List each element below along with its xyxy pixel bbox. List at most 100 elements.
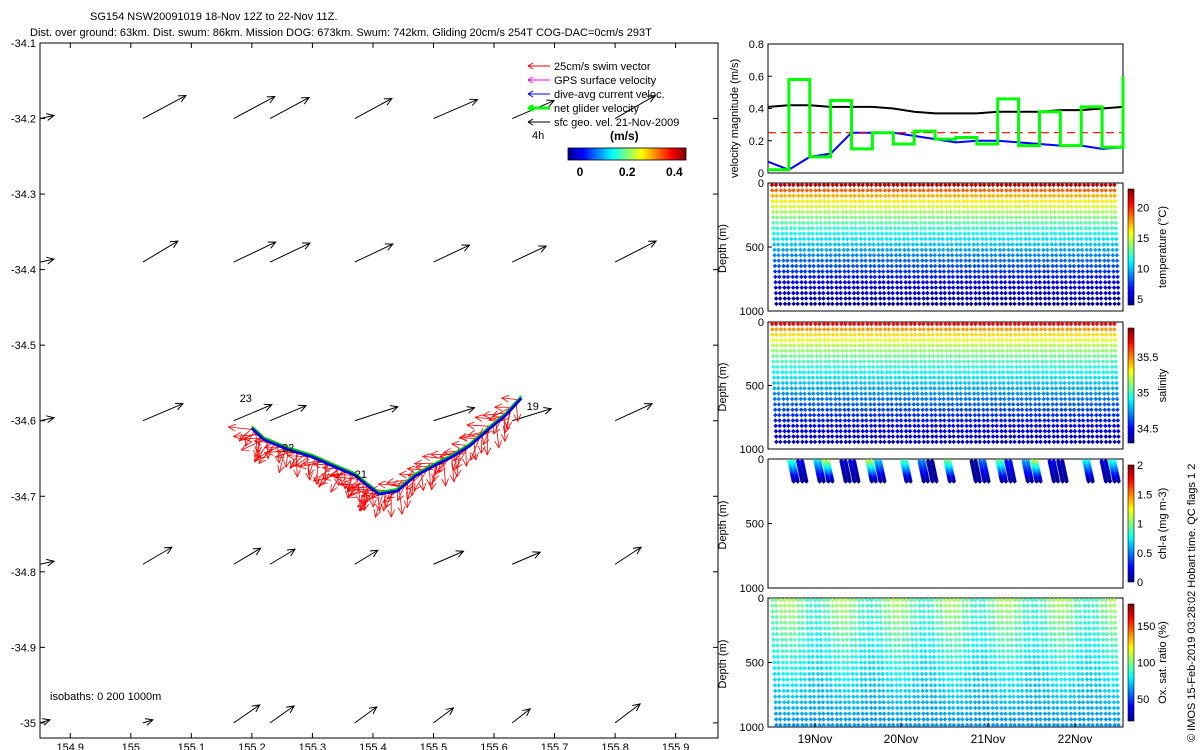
arrow-shaft [294,455,310,467]
colorbar-label: chl-a (mg m-3) [1157,488,1169,560]
profile-point [799,290,805,296]
arrow-head [361,491,371,500]
arrow-shaft [142,240,179,263]
profile-point [793,258,799,263]
arrow-head [449,474,458,483]
profile-point [804,301,809,307]
colorbar-label: salinity [1157,368,1169,402]
colorbar-tick-label: 0.5 [1137,548,1152,560]
profile-point [772,269,778,274]
profile-point [903,290,909,296]
profile-point [773,296,779,301]
arrow-shaft [306,455,311,481]
profile-point [912,290,918,296]
profile-point [816,269,821,274]
day-label: 23 [240,393,252,405]
arrow-head [382,494,392,503]
arrow-shaft [511,551,541,565]
legend-label: 25cm/s swim vector [554,61,651,73]
swim-vector-arrow [397,489,406,516]
arrow-head [482,410,491,419]
arrow-head [318,479,326,489]
arrow-head [252,547,262,556]
profile-point [834,290,839,296]
profile-point [889,274,895,280]
colorbar-tick-label: 34.5 [1137,424,1158,436]
profile-point [907,285,913,290]
sfc-velocity-arrow [269,404,308,422]
arrow-shaft [455,446,469,470]
profile-point [825,274,830,280]
profile-point [881,290,887,296]
profile-point [838,296,844,301]
arrow-head [361,502,370,512]
profile-point [894,263,899,269]
arrow-head [356,486,365,494]
profile-point [850,258,856,263]
profile-point [904,301,909,307]
arrow-shaft [302,460,321,465]
arrow-head [283,459,291,469]
arrow-shaft [39,258,55,263]
arrow-shaft [433,407,475,422]
profile-point [877,274,882,280]
profile-point [785,263,790,269]
profile-point [786,285,791,290]
profile-point [816,285,822,290]
profile-point [821,296,826,301]
profile-point [812,296,818,301]
swim-vector-arrow [263,440,272,460]
sfc-velocity-arrow [269,96,311,119]
arrow-shaft [614,403,653,422]
arrow-head [387,509,396,518]
arrow-head [466,421,475,430]
profile-point [863,274,869,280]
arrow-head [398,470,407,479]
profile-point [816,280,822,285]
arrow-head [386,491,395,500]
arrow-shaft [344,470,346,489]
profile-point [873,290,878,296]
profile-point [899,301,905,307]
arrow-shaft [398,489,403,515]
profile-point [799,274,804,280]
arrow-head [403,500,412,509]
profile-point [863,269,869,274]
arrow-head [455,550,465,558]
arrow-head [275,448,285,456]
profile-point [808,285,813,290]
arrow-shaft [354,706,378,724]
sfc-velocity-arrow [614,546,643,565]
profile-point [873,296,878,301]
velocity-ylabel: velocity magnitude (m/s) [729,59,741,178]
colorbar-tick-label: 5 [1137,294,1143,306]
arrow-head [253,449,261,458]
profile-point [869,296,874,301]
sfc-velocity-arrow [614,94,657,119]
arrow-shaft [614,240,657,263]
profile-point [825,285,831,290]
legend-item-dac: dive-avg current veloc. [527,89,665,101]
arrow-shaft [39,115,55,120]
profile-point [846,274,852,280]
profile-point [847,301,853,307]
profile-point [855,285,861,290]
profile-point [794,269,799,274]
map-colorbar-ticks: 0 0.2 0.4 [577,165,683,179]
velocity-y-axis: 00.20.40.60.8 [749,39,772,180]
profile-point [851,285,857,290]
arrow-head [312,460,321,469]
profile-point [799,280,804,285]
arrow-shaft [347,487,372,498]
arrow-shaft [511,100,555,120]
y-tick-label: 0.6 [749,71,764,83]
profile-point [825,290,831,296]
x-tick-label: 155.9 [662,742,690,750]
profile-point [842,274,848,280]
profile-point [795,301,800,307]
arrow-head [462,458,470,468]
profile-point [781,263,786,269]
profile-point [816,263,821,269]
arrow-shaft [475,416,501,421]
swim-vector-arrow [274,445,283,464]
